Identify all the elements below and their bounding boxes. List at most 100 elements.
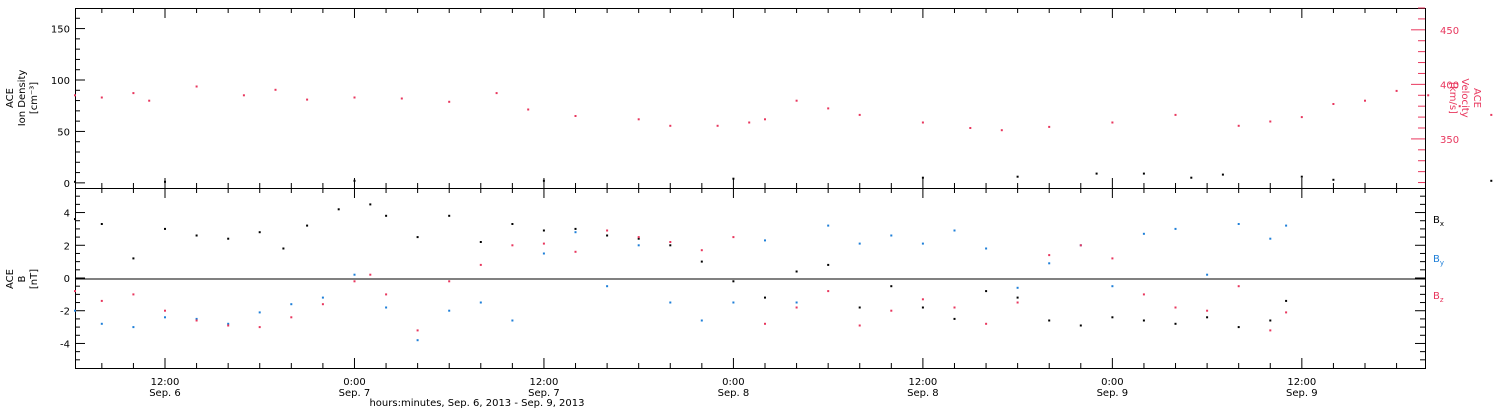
ion-density-axis-label-line2: Ion Density	[17, 70, 28, 127]
time-tick-label: 12:00	[151, 377, 180, 388]
bz-point	[1269, 329, 1272, 332]
bz-point	[1142, 293, 1145, 296]
bz-point	[700, 249, 703, 252]
bz-point	[985, 322, 988, 325]
velocity-point	[274, 88, 277, 91]
by-point	[321, 296, 324, 299]
time-tick-label: 0:00	[1101, 377, 1123, 388]
ion-density-axis-label-line1: ACE	[5, 88, 16, 108]
time-axis-title: hours:minutes, Sep. 6, 2013 - Sep. 9, 20…	[369, 398, 584, 409]
by-point	[985, 247, 988, 250]
by-point	[669, 301, 672, 304]
bx-point	[1285, 299, 1288, 302]
ion-density-axis-label-line3: [cm⁻³]	[29, 82, 40, 114]
ion-density-point	[921, 176, 924, 179]
ion-density-point	[1300, 175, 1303, 178]
bz-point	[479, 263, 482, 266]
bx-point	[258, 231, 261, 234]
magnetic-field-axis-label-line1: ACE	[5, 269, 16, 289]
velocity-point	[495, 92, 498, 95]
by-point	[195, 317, 198, 320]
bz-point	[764, 322, 766, 325]
ion-density-point	[1142, 172, 1145, 175]
velocity-axis-label-line3: [km/s]	[1447, 82, 1458, 114]
velocity-point	[400, 97, 403, 100]
by-point	[858, 242, 861, 245]
by-point	[511, 319, 514, 322]
velocity-point	[1364, 99, 1366, 102]
time-tick-label: 12:00	[908, 377, 937, 388]
velocity-tick-labels: 350 400 450	[1440, 26, 1459, 146]
legend-bx-name: B	[1433, 215, 1440, 226]
ion-density-point	[542, 179, 545, 182]
bx-point	[1016, 296, 1019, 299]
bz-point	[416, 329, 419, 332]
velocity-point	[858, 113, 861, 116]
bz-point	[606, 229, 609, 232]
by-point	[132, 326, 135, 329]
bx-point	[195, 234, 198, 237]
ion-density-point	[1016, 175, 1019, 178]
bx-point	[795, 270, 798, 273]
bx-point	[669, 244, 672, 247]
magnetic-field-tick-label: 4	[64, 209, 70, 220]
by-point	[1111, 285, 1114, 288]
bx-point	[1206, 316, 1209, 319]
bx-point	[606, 234, 609, 237]
bx-point	[511, 223, 514, 225]
ion-density-point	[353, 179, 356, 182]
magnetic-field-tick-label: 2	[64, 241, 70, 252]
legend-bx-sub: x	[1440, 220, 1444, 228]
bz-point	[1048, 254, 1051, 257]
by-point	[74, 309, 76, 312]
bz-point	[795, 306, 798, 309]
velocity-point	[74, 94, 76, 97]
by-point	[700, 319, 703, 322]
bx-point	[1174, 322, 1177, 325]
velocity-point	[1111, 121, 1114, 124]
ion-density-point	[1490, 179, 1493, 182]
bz-point	[100, 299, 103, 302]
by-point	[258, 311, 261, 314]
magnetic-field-axis-label: ACE B [nT]	[5, 269, 40, 289]
legend-bz-name: B	[1433, 291, 1440, 302]
bx-point	[732, 280, 735, 283]
bx-point	[1111, 316, 1114, 319]
legend-bx: Bx	[1433, 215, 1444, 228]
bx-point	[74, 218, 76, 221]
velocity-point	[1000, 129, 1003, 132]
velocity-point	[1300, 116, 1303, 119]
bx-point	[764, 296, 766, 299]
ion-density-axis-label: ACE Ion Density [cm⁻³]	[5, 70, 40, 127]
by-point	[795, 301, 798, 304]
time-tick-label: 12:00	[530, 377, 559, 388]
velocity-point	[448, 100, 451, 103]
by-point	[1048, 262, 1051, 265]
bz-point	[1111, 257, 1114, 260]
bx-point	[858, 306, 861, 309]
date-tick-label: Sep. 8	[907, 388, 939, 399]
legend-by: By	[1433, 254, 1444, 267]
velocity-point	[921, 121, 924, 124]
velocity-point	[242, 94, 245, 97]
bx-point	[448, 214, 451, 217]
bz-point	[385, 293, 388, 296]
bx-point	[637, 237, 640, 240]
velocity-point	[669, 124, 672, 127]
bz-point	[953, 306, 956, 309]
bx-point	[700, 260, 703, 263]
magnetic-field-tick-label: -2	[60, 307, 70, 318]
by-point	[827, 224, 830, 227]
bz-point	[290, 316, 293, 319]
date-tick-label: Sep. 9	[1097, 388, 1129, 399]
bz-point	[1079, 244, 1082, 247]
legend-by-name: B	[1433, 254, 1440, 265]
velocity-tick-label: 450	[1440, 26, 1459, 37]
axis-ticks	[75, 7, 1425, 368]
by-point	[764, 239, 766, 242]
date-tick-label: Sep. 6	[149, 388, 181, 399]
magnetic-field-tick-label: 0	[64, 274, 70, 285]
by-point	[732, 301, 735, 304]
bz-point	[1174, 306, 1177, 309]
velocity-axis-label: ACE Velocity [km/s]	[1447, 78, 1482, 117]
